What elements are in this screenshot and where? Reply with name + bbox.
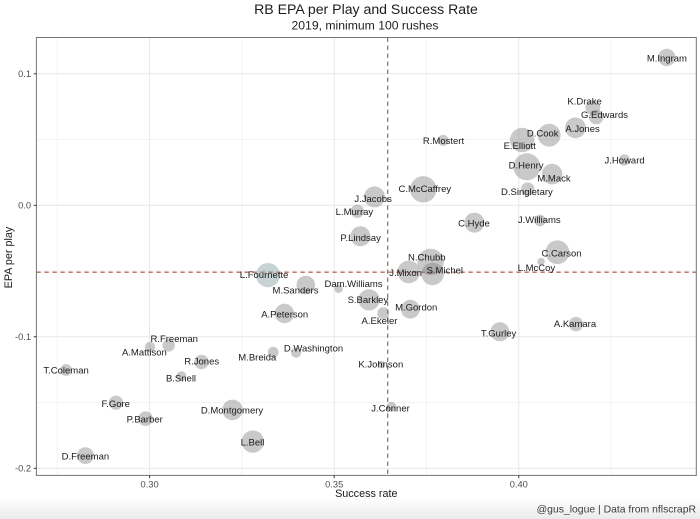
svg-text:A.Jones: A.Jones xyxy=(565,124,600,135)
svg-text:M.Gordon: M.Gordon xyxy=(395,303,437,314)
svg-text:2019, minimum 100 rushes: 2019, minimum 100 rushes xyxy=(292,19,439,33)
svg-text:L.Fournette: L.Fournette xyxy=(240,270,289,281)
svg-text:M.Breida: M.Breida xyxy=(238,352,277,363)
svg-text:K.Johnson: K.Johnson xyxy=(358,360,403,371)
svg-text:L.McCoy: L.McCoy xyxy=(518,263,556,274)
svg-text:C.Hyde: C.Hyde xyxy=(458,219,490,230)
svg-text:A.Ekeler: A.Ekeler xyxy=(362,316,398,327)
svg-text:L.Murray: L.Murray xyxy=(336,207,374,218)
svg-text:0.1: 0.1 xyxy=(18,69,31,79)
svg-text:RB EPA per Play and Success Ra: RB EPA per Play and Success Rate xyxy=(254,1,478,17)
svg-text:M.Mack: M.Mack xyxy=(537,173,571,184)
svg-text:R.Jones: R.Jones xyxy=(184,357,219,368)
svg-text:D.Cook: D.Cook xyxy=(527,128,559,139)
svg-text:D.Washington: D.Washington xyxy=(284,343,343,354)
svg-text:G.Edwards: G.Edwards xyxy=(581,110,628,121)
svg-text:J.Williams: J.Williams xyxy=(518,215,561,226)
svg-text:B.Snell: B.Snell xyxy=(166,374,196,385)
svg-text:-0.2: -0.2 xyxy=(15,464,31,474)
svg-text:P.Lindsay: P.Lindsay xyxy=(340,233,381,244)
svg-text:R.Freeman: R.Freeman xyxy=(150,334,198,345)
svg-text:J.Mixon: J.Mixon xyxy=(389,268,422,279)
svg-text:D.Freeman: D.Freeman xyxy=(62,452,110,463)
svg-text:A.Peterson: A.Peterson xyxy=(261,310,308,321)
svg-text:S.Barkley: S.Barkley xyxy=(348,295,389,306)
svg-text:Dam.Williams: Dam.Williams xyxy=(324,279,382,290)
svg-text:0.40: 0.40 xyxy=(510,479,528,489)
svg-text:D.Henry: D.Henry xyxy=(509,161,544,172)
svg-text:M.Sanders: M.Sanders xyxy=(273,286,319,297)
svg-text:-0.1: -0.1 xyxy=(15,332,31,342)
svg-text:C.Carson: C.Carson xyxy=(541,249,581,260)
svg-text:K.Drake: K.Drake xyxy=(567,97,601,108)
svg-text:EPA per play: EPA per play xyxy=(3,226,15,288)
svg-text:S.Michel: S.Michel xyxy=(427,265,463,276)
svg-text:M.Ingram: M.Ingram xyxy=(647,54,687,65)
svg-text:0.0: 0.0 xyxy=(18,201,31,211)
svg-text:J.Conner: J.Conner xyxy=(371,404,410,415)
svg-text:L.Bell: L.Bell xyxy=(241,438,265,449)
svg-text:P.Barber: P.Barber xyxy=(127,415,163,426)
svg-text:A.Kamara: A.Kamara xyxy=(554,319,597,330)
svg-text:T.Coleman: T.Coleman xyxy=(43,366,88,377)
svg-text:0.35: 0.35 xyxy=(325,479,343,489)
svg-text:0.30: 0.30 xyxy=(141,479,159,489)
svg-text:C.McCaffrey: C.McCaffrey xyxy=(398,184,451,195)
svg-text:J.Howard: J.Howard xyxy=(605,156,645,167)
svg-text:R.Mostert: R.Mostert xyxy=(423,136,465,147)
svg-text:N.Chubb: N.Chubb xyxy=(408,252,446,263)
svg-text:J.Jacobs: J.Jacobs xyxy=(354,194,392,205)
svg-text:D.Singletary: D.Singletary xyxy=(501,187,553,198)
svg-text:A.Mattison: A.Mattison xyxy=(122,348,167,359)
svg-text:T.Gurley: T.Gurley xyxy=(481,329,517,340)
svg-text:F.Gore: F.Gore xyxy=(101,399,130,410)
svg-text:E.Elliott: E.Elliott xyxy=(504,141,537,152)
svg-text:D.Montgomery: D.Montgomery xyxy=(201,405,264,416)
